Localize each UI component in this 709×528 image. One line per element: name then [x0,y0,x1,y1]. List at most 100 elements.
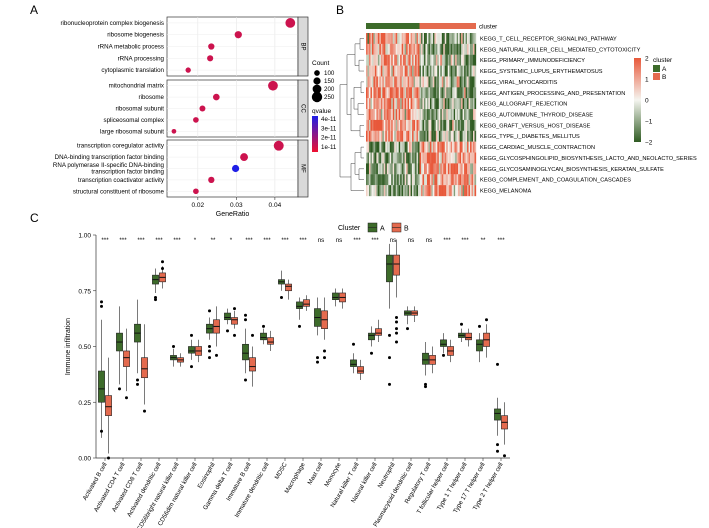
outlier-point [262,324,265,328]
heatmap-cell [462,141,465,153]
heatmap-cell [449,98,451,110]
heatmap-cell [392,109,395,121]
go-term-label: ribosome [139,94,165,101]
heatmap-cell [465,54,468,66]
heatmap-cell [426,54,429,66]
heatmap-cell [412,98,414,110]
heatmap-cell [391,141,393,153]
heatmap-cell [455,185,457,197]
heatmap-cell [391,163,393,175]
heatmap-cell [456,152,459,164]
heatmap-cell [394,87,396,99]
heatmap-cell [426,109,429,121]
pathway-label: KEGG_TYPE_I_DIABETES_MELLITUS [480,134,580,140]
heatmap-cell [441,130,444,142]
heatmap-cell [398,87,401,99]
heatmap-cell [366,87,368,99]
heatmap-cell [464,76,466,88]
heatmap-cell [418,76,420,88]
heatmap-cell [462,152,465,164]
heatmap-cell [435,152,438,164]
heatmap-cell [474,119,477,131]
heatmap-cell [413,98,416,110]
heatmap-cell [452,76,454,88]
heatmap-cell [385,33,387,45]
heatmap-cell [395,109,398,121]
heatmap-cell [404,76,407,88]
heatmap-cell [386,87,389,99]
heatmap-cell [431,152,434,164]
heatmap-cell [386,119,389,131]
heatmap-cell [371,98,374,110]
heatmap-cell [401,185,404,197]
pathway-label: KEGG_MELANOMA [480,189,532,195]
heatmap-cell [407,98,410,110]
heatmap-cell [419,185,422,197]
heatmap-cell [383,185,386,197]
x-tick-label: Monocyte [323,461,343,488]
size-legend-dot [314,70,320,76]
heatmap-cell [400,76,402,88]
heatmap-cell [413,33,416,45]
heatmap-cell [370,65,373,77]
heatmap-cell [368,109,371,121]
heatmap-cell [443,87,445,99]
heatmap-cell [455,130,457,142]
heatmap-cell [413,76,416,88]
annotation-title: cluster [479,24,497,31]
heatmap-cell [398,163,401,175]
heatmap-cell [401,152,404,164]
outlier-point [161,266,164,270]
heatmap-cell [474,76,477,88]
heatmap-cell [391,76,393,88]
heatmap-cell [406,185,408,197]
heatmap-cell [468,65,471,77]
heatmap-cell [452,174,454,186]
significance-label: ns [318,237,325,244]
heatmap-cell [400,174,402,186]
heatmap-cell [444,33,447,45]
color-legend-title: qvalue [312,108,332,115]
heatmap-cell [432,109,435,121]
heatmap-cell [379,119,382,131]
heatmap-cell [425,185,428,197]
heatmap-cell [379,43,382,55]
heatmap-cell [385,65,387,77]
heatmap-cell [394,141,396,153]
heatmap-cell [383,152,386,164]
heatmap-cell [435,109,438,121]
x-tick-label: MDSC [274,461,289,481]
heatmap-cell [471,76,474,88]
heatmap-cell [458,141,460,153]
cluster-legend-label: B [662,74,666,81]
go-term-label: rRNA metabolic process [98,44,164,51]
heatmap-cell [371,109,374,121]
heatmap-cell [441,76,444,88]
heatmap-cell [435,87,438,99]
heatmap-cell [376,119,379,131]
heatmap-cell [376,98,379,110]
heatmap-cell [392,33,395,45]
heatmap-cell [368,174,371,186]
outlier-point [161,260,164,264]
outlier-point [136,382,139,386]
heatmap-cell [470,87,472,99]
heatmap-cell [443,141,445,153]
size-legend-dot [312,84,322,94]
heatmap-cell [389,130,392,142]
heatmap-cell [419,76,422,88]
heatmap-cell [374,65,377,77]
heatmap-cell [392,174,395,186]
heatmap-cell [416,33,419,45]
heatmap-cell [407,185,410,197]
x-axis-title: GeneRatio [216,211,250,218]
go-term-point [185,67,191,73]
heatmap-cell [441,54,444,66]
heatmap-cell [416,163,419,175]
heatmap-cell [471,65,474,77]
panel-label-b: B [336,3,344,17]
heatmap-cell [366,98,368,110]
row-dendrogram [339,38,364,191]
heatmap-cell [462,76,465,88]
heatmap-cell [447,33,450,45]
